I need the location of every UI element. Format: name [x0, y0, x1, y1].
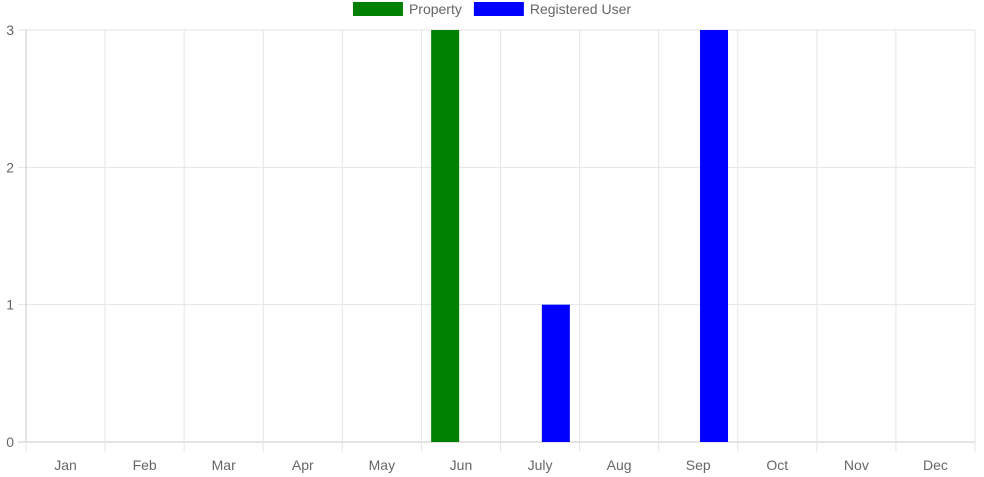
- bar-property-jun: [431, 30, 460, 442]
- x-tick-label: Mar: [212, 457, 236, 473]
- legend-swatch-property: [352, 2, 403, 16]
- y-tick-label: 2: [6, 159, 14, 175]
- bar-registered-user-july: [541, 304, 570, 442]
- x-tick-label: Feb: [133, 457, 157, 473]
- x-tick-label: Dec: [923, 457, 948, 473]
- x-tick-label: July: [528, 457, 553, 473]
- y-tick-label: 0: [6, 434, 14, 450]
- legend-label-registered-user: Registered User: [530, 1, 631, 17]
- x-tick-label: Apr: [292, 457, 314, 473]
- legend-label-property: Property: [409, 1, 462, 17]
- x-tick-label: Oct: [766, 457, 788, 473]
- x-tick-label: May: [369, 457, 395, 473]
- chart-grid: [18, 29, 976, 452]
- x-tick-label: Aug: [607, 457, 632, 473]
- x-tick-label: Jun: [450, 457, 473, 473]
- bar-registered-user-sep: [700, 30, 729, 442]
- x-axis-ticks: Jan Feb Mar Apr May Jun July Aug Sep Oct Nov Dec: [54, 457, 948, 473]
- legend-swatch-registered-user: [473, 2, 524, 16]
- y-tick-label: 3: [6, 22, 14, 38]
- x-tick-label: Nov: [844, 457, 869, 473]
- x-tick-label: Jan: [54, 457, 77, 473]
- chart-bars: [431, 30, 729, 442]
- y-axis-ticks: 0 1 2 3: [6, 22, 14, 450]
- x-tick-label: Sep: [686, 457, 711, 473]
- y-tick-label: 1: [6, 297, 14, 313]
- chart-legend: Property Registered User: [352, 1, 631, 17]
